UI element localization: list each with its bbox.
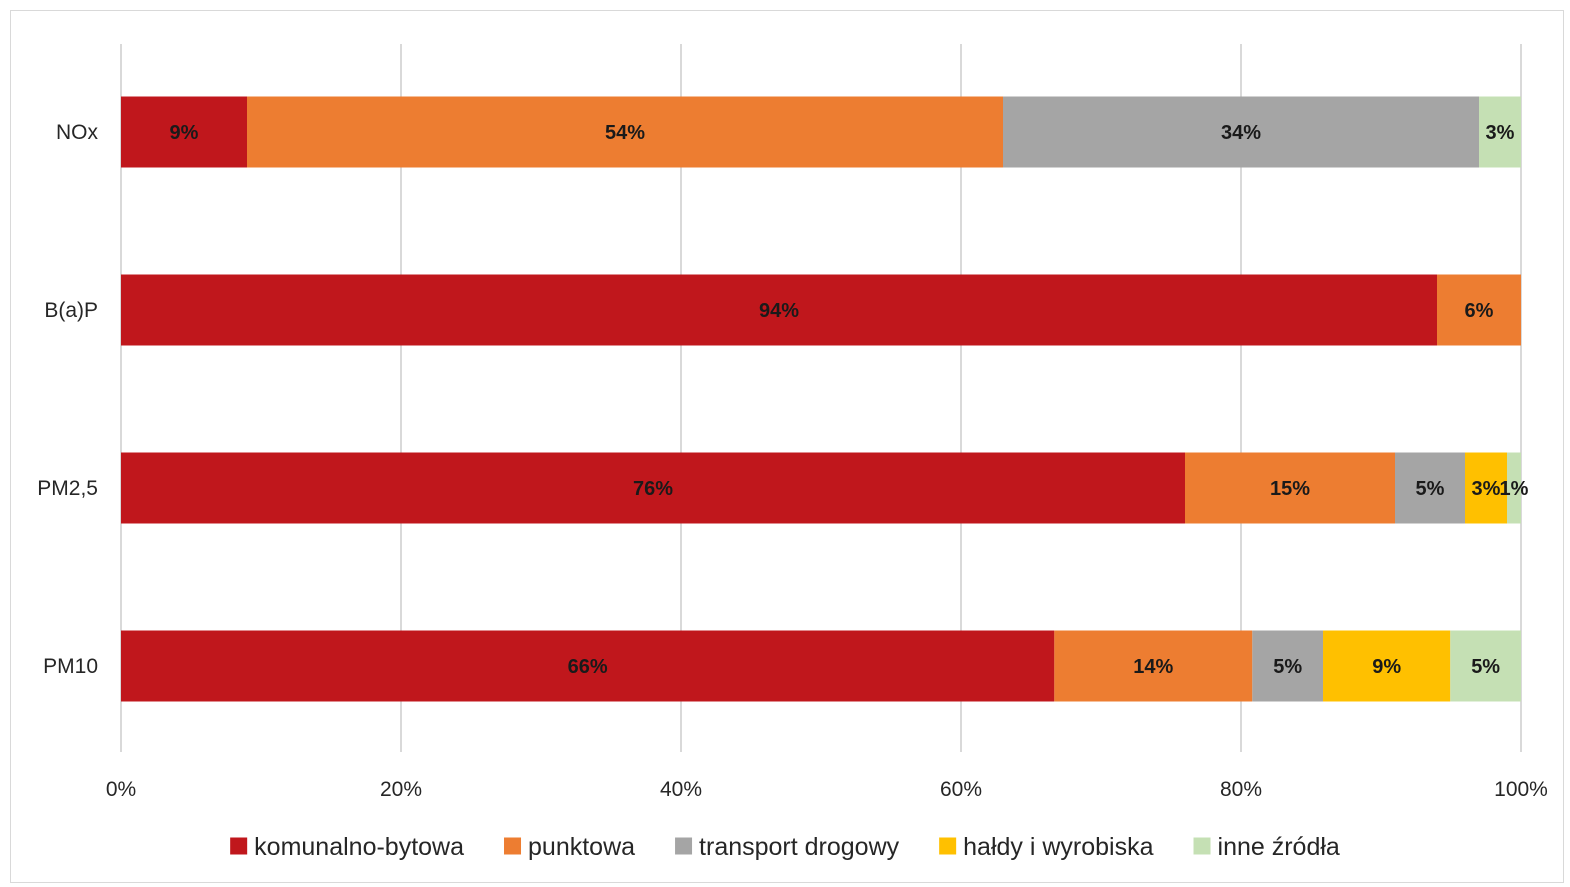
data-label-nox-inne-z-ro-d-a: 3% [1486,122,1515,144]
bar-pm10-transport-drogowy [1252,630,1324,702]
x-tick-label-4: 80% [1220,778,1262,801]
data-label-pm2-5-ha-dy-i-wyrobiska: 3% [1472,478,1501,500]
legend-label-inne-z-ro-d-a: inne źródła [1218,833,1340,861]
data-label-b-a-p-komunalno-bytowa: 94% [759,300,799,322]
x-tick-label-1: 20% [380,778,422,801]
bar-pm10-punktowa [1054,630,1253,702]
legend-swatch-transport-drogowy [675,837,693,855]
legend-swatch-punktowa [504,837,522,855]
legend-label-ha-dy-i-wyrobiska: hałdy i wyrobiska [963,833,1153,861]
data-label-nox-transport-drogowy: 34% [1221,122,1261,144]
bar-pm2-5-inne-z-ro-d-a [1507,452,1521,524]
bar-nox-inne-z-ro-d-a [1479,96,1521,168]
legend-swatch-inne-z-ro-d-a [1193,837,1211,855]
bar-nox-transport-drogowy [1003,96,1479,168]
legend-swatch-komunalno-bytowa [230,837,248,855]
bar-b-a-p-komunalno-bytowa [121,274,1437,346]
x-tick-label-5: 100% [1494,778,1548,801]
data-label-pm2-5-inne-z-ro-d-a: 1% [1500,478,1529,500]
category-label-b-a-p: B(a)P [44,299,98,322]
bar-pm10-inne-z-ro-d-a [1450,630,1521,702]
data-label-pm10-ha-dy-i-wyrobiska: 9% [1372,656,1401,678]
category-label-pm2-5: PM2,5 [37,477,98,500]
bar-pm10-ha-dy-i-wyrobiska [1323,630,1451,702]
data-label-pm10-inne-z-ro-d-a: 5% [1471,656,1500,678]
legend-swatch-ha-dy-i-wyrobiska [939,837,957,855]
data-label-b-a-p-punktowa: 6% [1465,300,1494,322]
bar-b-a-p-punktowa [1437,274,1521,346]
bar-pm2-5-transport-drogowy [1395,452,1465,524]
data-label-nox-komunalno-bytowa: 9% [170,122,199,144]
data-label-pm10-transport-drogowy: 5% [1273,656,1302,678]
data-label-nox-punktowa: 54% [605,122,645,144]
legend-label-transport-drogowy: transport drogowy [699,833,900,861]
data-label-pm10-komunalno-bytowa: 66% [568,656,608,678]
bar-nox-komunalno-bytowa [121,96,247,168]
bar-nox-punktowa [247,96,1003,168]
category-label-nox: NOx [56,121,99,144]
data-label-pm2-5-punktowa: 15% [1270,478,1310,500]
bar-pm10-komunalno-bytowa [121,630,1055,702]
bar-pm2-5-punktowa [1185,452,1395,524]
bar-pm2-5-komunalno-bytowa [121,452,1185,524]
x-tick-label-2: 40% [660,778,702,801]
category-label-pm10: PM10 [43,655,98,678]
data-label-pm2-5-komunalno-bytowa: 76% [633,478,673,500]
data-label-pm10-punktowa: 14% [1133,656,1173,678]
legend-label-komunalno-bytowa: komunalno-bytowa [254,833,464,861]
legend-label-punktowa: punktowa [528,833,635,861]
bar-pm2-5-ha-dy-i-wyrobiska [1465,452,1507,524]
data-label-pm2-5-transport-drogowy: 5% [1416,478,1445,500]
x-tick-label-3: 60% [940,778,982,801]
x-tick-label-0: 0% [106,778,136,801]
